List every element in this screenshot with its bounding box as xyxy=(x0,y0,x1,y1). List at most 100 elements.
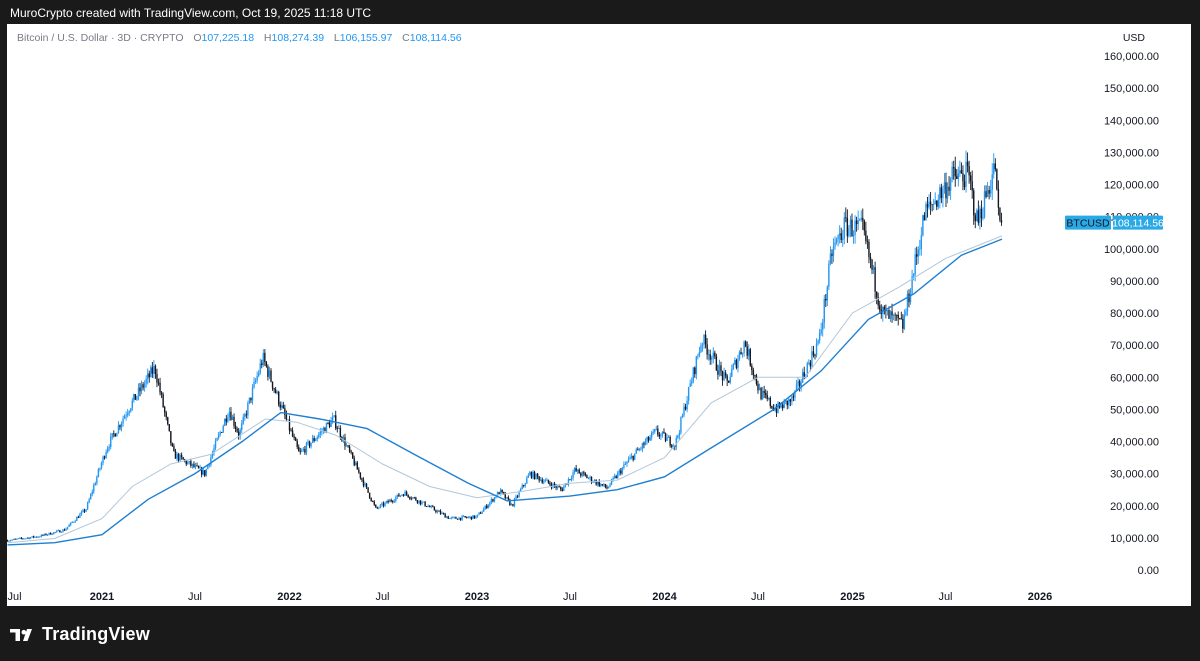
candle-body xyxy=(487,505,489,508)
candle-body xyxy=(324,428,326,433)
candle-body xyxy=(902,318,904,329)
candle-body xyxy=(936,200,938,207)
candle-body xyxy=(385,500,388,503)
candle-body xyxy=(433,507,436,511)
candle-body xyxy=(860,217,862,220)
candle-body xyxy=(590,476,593,483)
candle-body xyxy=(744,341,747,347)
candle-body xyxy=(304,449,306,453)
candle-body xyxy=(866,240,869,242)
candle-body xyxy=(917,249,919,257)
candle-body xyxy=(966,161,969,166)
candlestick-chart[interactable]: Jul 2021 Jul 2022 Jul 2023 Jul 2024 Jul 2025 Jul 20… xyxy=(7,24,1191,606)
candle-body xyxy=(994,163,997,170)
candle-body xyxy=(879,305,881,310)
candle-body xyxy=(794,390,796,398)
candle-body xyxy=(36,536,38,538)
candle-body xyxy=(652,431,654,433)
candle-body xyxy=(69,522,72,525)
candle-body xyxy=(587,478,590,479)
candle-body xyxy=(100,463,103,469)
candle-body xyxy=(846,218,849,237)
candle-body xyxy=(686,400,688,410)
candle-body xyxy=(606,487,608,489)
tradingview-icon xyxy=(10,628,32,641)
candle-body xyxy=(618,470,620,473)
candle-body xyxy=(809,362,812,367)
candle-body xyxy=(754,375,756,376)
candle-body xyxy=(301,450,303,452)
candle-body xyxy=(210,457,212,465)
candle-body xyxy=(780,404,782,408)
candle-body xyxy=(843,217,845,239)
candle-body xyxy=(977,210,980,223)
candle-body xyxy=(954,168,956,177)
candle-body xyxy=(646,436,648,442)
candle-body xyxy=(829,253,832,264)
candle-body xyxy=(798,381,801,387)
candle-body xyxy=(835,239,838,243)
candle-body xyxy=(387,500,389,503)
candle-body xyxy=(945,182,947,199)
candle-body xyxy=(546,479,548,481)
candle-body xyxy=(734,360,736,365)
candle-body xyxy=(432,506,434,508)
chart-panel[interactable]: Jul 2021 Jul 2022 Jul 2023 Jul 2024 Jul 2025 Jul 20… xyxy=(7,24,1191,606)
candle-body xyxy=(473,515,476,519)
candle-body xyxy=(59,530,61,533)
candle-body xyxy=(359,472,362,478)
candle-body xyxy=(285,415,288,420)
candle-body xyxy=(134,394,137,400)
candle-body xyxy=(217,434,220,439)
candle-body xyxy=(85,509,87,512)
candle-body xyxy=(601,484,604,486)
candle-body xyxy=(111,433,113,437)
candle-body xyxy=(190,461,192,466)
candle-body xyxy=(820,329,822,334)
candle-body xyxy=(413,497,416,499)
candle-body xyxy=(49,532,52,535)
y-tick-label: 10,000.00 xyxy=(1110,533,1159,545)
candle-body xyxy=(410,498,412,500)
candle-body xyxy=(222,425,224,433)
candle-body xyxy=(657,428,659,435)
x-tick-label: 2025 xyxy=(840,591,864,603)
candle-body xyxy=(163,406,166,413)
candle-body xyxy=(245,414,248,416)
candle-body xyxy=(858,219,861,221)
candle-body xyxy=(738,351,741,360)
tradingview-logo[interactable]: TradingView xyxy=(10,624,150,645)
candle-body xyxy=(539,479,542,481)
candle-body xyxy=(865,230,867,241)
candle-body xyxy=(664,433,667,441)
candle-body xyxy=(576,469,579,472)
candle-body xyxy=(661,431,664,435)
candle-body xyxy=(703,334,705,345)
candle-body xyxy=(908,293,910,303)
candle-body xyxy=(728,380,730,383)
candle-body xyxy=(456,518,459,520)
y-tick-label: 0.00 xyxy=(1138,565,1159,577)
candle-body xyxy=(11,539,13,541)
candle-body xyxy=(544,480,547,482)
candle-body xyxy=(20,537,23,539)
y-tick-label: 80,000.00 xyxy=(1110,308,1159,320)
candle-body xyxy=(28,537,30,539)
candle-body xyxy=(459,517,462,520)
candle-body xyxy=(282,405,285,409)
candle-body xyxy=(333,415,335,417)
candle-body xyxy=(314,439,317,441)
candle-body xyxy=(885,310,887,312)
candle-body xyxy=(691,381,693,384)
candle-body xyxy=(746,346,748,356)
candle-body xyxy=(97,469,100,477)
candle-body xyxy=(299,451,301,453)
candle-body xyxy=(658,434,661,437)
candle-body xyxy=(367,487,369,493)
candle-body xyxy=(65,528,67,531)
candle-body xyxy=(22,538,24,540)
price-tag-value-bg xyxy=(1113,215,1163,230)
currency-label[interactable]: USD xyxy=(1122,32,1145,44)
candle-body xyxy=(640,448,642,450)
candle-body xyxy=(755,375,758,384)
